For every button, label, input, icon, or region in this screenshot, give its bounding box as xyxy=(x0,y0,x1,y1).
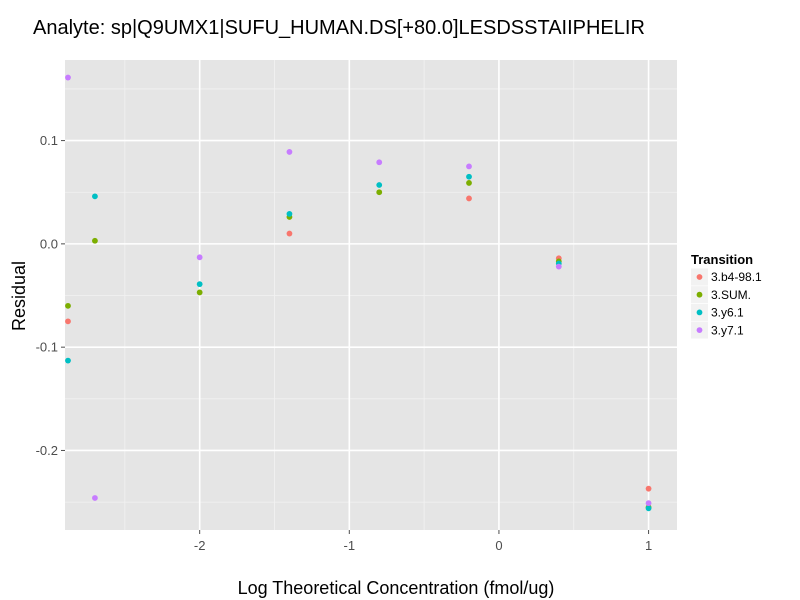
data-point xyxy=(196,289,203,296)
data-point xyxy=(645,485,652,492)
data-points xyxy=(65,74,652,512)
data-point xyxy=(376,182,383,188)
data-point xyxy=(555,263,562,270)
x-axis: -2 -1 0 1 xyxy=(194,530,652,553)
data-point xyxy=(286,149,293,155)
data-point xyxy=(92,495,98,501)
chart-title: Analyte: sp|Q9UMX1|SUFU_HUMAN.DS[+80.0]L… xyxy=(33,17,645,39)
x-tick-label: -1 xyxy=(344,538,356,553)
data-point xyxy=(196,281,203,288)
x-tick-label: 0 xyxy=(495,538,502,553)
plot-panel xyxy=(65,60,677,530)
data-point xyxy=(65,302,71,309)
grid xyxy=(65,60,677,530)
data-point xyxy=(466,173,472,180)
legend-label: 3.b4-98.1 xyxy=(711,270,762,284)
legend-marker xyxy=(696,274,703,280)
y-tick-label: -0.1 xyxy=(36,340,58,355)
x-tick-label: -2 xyxy=(194,538,206,553)
data-point xyxy=(645,505,652,512)
data-point xyxy=(286,211,293,217)
data-point xyxy=(196,254,203,261)
legend: Transition 3.b4-98.1 3.SUM. 3.y6.1 3.y7.1 xyxy=(691,252,762,339)
legend-items: 3.b4-98.1 3.SUM. 3.y6.1 3.y7.1 xyxy=(691,268,762,339)
data-point xyxy=(466,180,472,186)
legend-title: Transition xyxy=(691,252,753,267)
data-point xyxy=(376,189,383,196)
legend-marker xyxy=(696,327,703,333)
legend-marker xyxy=(696,291,703,298)
data-point xyxy=(466,163,472,170)
legend-marker xyxy=(696,309,703,316)
legend-label: 3.y7.1 xyxy=(711,323,744,337)
y-tick-label: -0.2 xyxy=(36,443,58,458)
data-point xyxy=(286,230,293,237)
data-point xyxy=(65,74,71,81)
y-tick-label: 0.0 xyxy=(40,236,58,251)
x-tick-label: 1 xyxy=(645,538,652,553)
y-axis: 0.1 0.0 -0.1 -0.2 xyxy=(36,133,65,458)
x-axis-title: Log Theoretical Concentration (fmol/ug) xyxy=(238,578,555,598)
data-point xyxy=(92,193,98,200)
data-point xyxy=(92,237,98,244)
y-axis-title: Residual xyxy=(9,261,29,331)
data-point xyxy=(645,500,652,507)
y-tick-label: 0.1 xyxy=(40,133,58,148)
legend-label: 3.SUM. xyxy=(711,288,751,302)
data-point xyxy=(376,159,383,166)
legend-label: 3.y6.1 xyxy=(711,306,744,320)
data-point xyxy=(65,357,71,364)
data-point xyxy=(65,318,71,325)
data-point xyxy=(466,195,472,202)
